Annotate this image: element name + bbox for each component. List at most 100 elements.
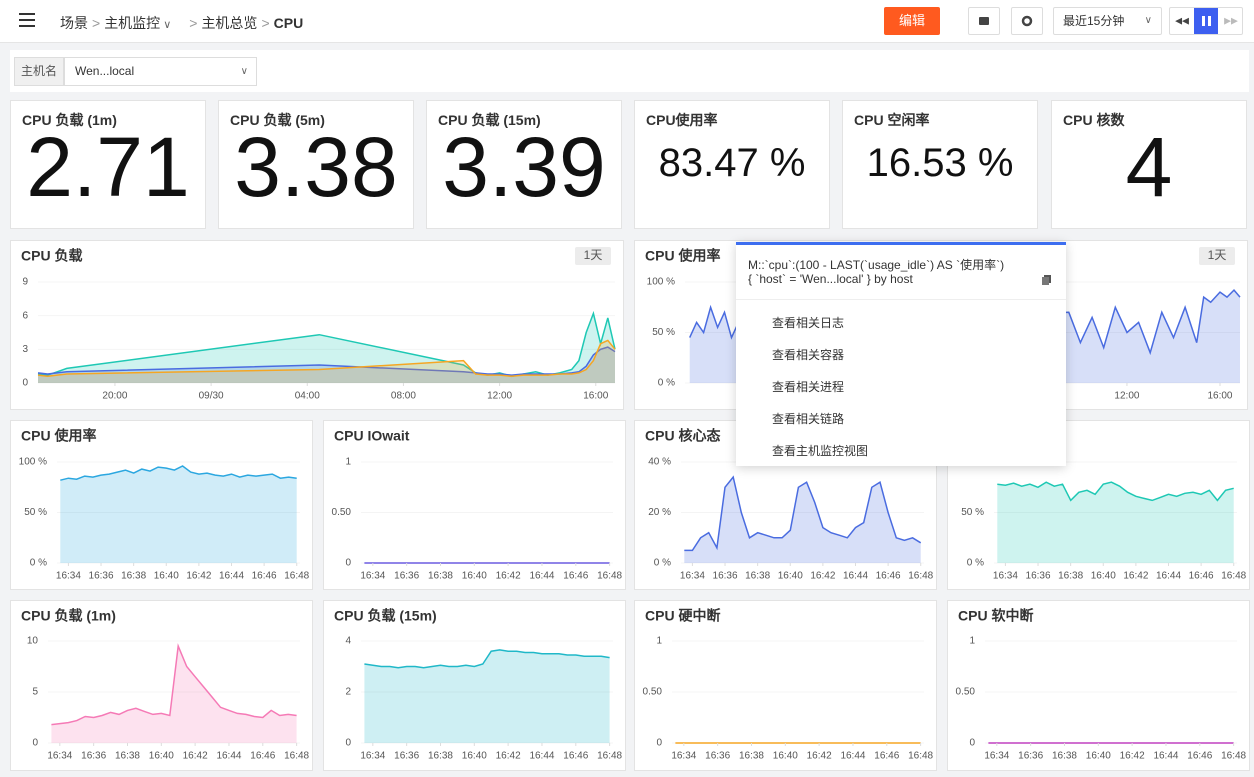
stat-value: 16.53 %	[866, 141, 1014, 185]
series-area	[997, 482, 1234, 563]
menu-item[interactable]: 查看主机监控视图	[736, 439, 1066, 461]
crumb[interactable]: 主机监控	[104, 15, 161, 31]
series-line	[689, 288, 1241, 356]
x-tick-label: 16:34	[680, 571, 705, 582]
time-badge[interactable]: 1天	[584, 248, 603, 262]
time-select[interactable]: 最近15分钟 ∨	[1053, 7, 1162, 35]
y-tick-label: 0	[656, 738, 662, 749]
x-tick-label: 09/30	[199, 391, 224, 402]
y-tick-label: 50 %	[652, 327, 675, 338]
stat-card: CPU 空闲率 16.53 %	[842, 100, 1038, 229]
x-tick-label: 16:36	[713, 571, 738, 582]
x-tick-label: 16:34	[360, 751, 385, 762]
edit-button[interactable]: 编辑	[884, 7, 940, 35]
y-tick-label: 50 %	[961, 507, 984, 518]
menu-icon[interactable]	[19, 13, 35, 27]
top-bar: 场景 > 主机监控 ∨ > 主机总览 > CPU 编辑 最近15分钟 ∨ ◀◀ ▶▶	[0, 0, 1254, 43]
menu-item[interactable]: 查看相关容器	[736, 343, 1066, 365]
x-tick-label: 16:48	[284, 751, 309, 762]
badge-bg	[1199, 247, 1235, 265]
host-select[interactable]: Wen...local ∨	[64, 57, 257, 86]
panel	[634, 600, 937, 771]
stat-value: 3.38	[234, 120, 398, 214]
panel-title: CPU 硬中断	[645, 608, 720, 624]
y-tick-label: 0.50	[643, 687, 663, 698]
x-tick-label: 16:40	[1091, 571, 1116, 582]
x-tick-label: 16:48	[1221, 751, 1246, 762]
series-line	[51, 643, 297, 726]
time-badge[interactable]: 1天	[1208, 248, 1227, 262]
x-tick-label: 16:44	[840, 751, 865, 762]
y-tick-label: 0.50	[956, 687, 976, 698]
panel	[323, 420, 626, 590]
time-range: 最近15分钟	[1063, 14, 1125, 28]
menu-item[interactable]: 查看相关日志	[736, 311, 1066, 333]
x-tick-label: 16:46	[1187, 751, 1212, 762]
x-tick-label: 16:38	[739, 751, 764, 762]
stat-card: CPU 核数 4	[1051, 100, 1247, 229]
y-tick-label: 40 %	[648, 457, 671, 468]
host-value: Wen...local	[75, 64, 135, 78]
y-tick-label: 0 %	[658, 378, 675, 389]
filter-bar: 主机名 Wen...local ∨	[10, 50, 1249, 92]
panel	[10, 600, 313, 771]
x-tick-label: 16:42	[807, 751, 832, 762]
playback[interactable]: ◀◀ ▶▶	[1169, 7, 1243, 35]
panel-title: CPU 核心态	[645, 428, 720, 444]
stat-title: CPU 核数	[1063, 112, 1125, 128]
x-tick-label: 16:34	[360, 571, 385, 582]
x-tick-label: 16:44	[219, 571, 244, 582]
x-tick-label: 16:46	[563, 751, 588, 762]
crumb[interactable]: 主机总览	[201, 15, 258, 31]
x-tick-label: 16:34	[56, 571, 81, 582]
x-tick-label: 16:38	[121, 571, 146, 582]
x-tick-label: 16:42	[496, 571, 521, 582]
svg-text:▶▶: ▶▶	[1224, 15, 1238, 25]
x-tick-label: 16:40	[778, 571, 803, 582]
y-tick-label: 0 %	[967, 558, 984, 569]
x-tick-label: 16:44	[1153, 751, 1178, 762]
query: M::`cpu`:(100 - LAST(`usage_idle`) AS `使…	[748, 258, 1004, 286]
x-tick-label: 16:40	[462, 751, 487, 762]
menu-label: 查看相关进程	[772, 380, 845, 394]
query-line: M::`cpu`:(100 - LAST(`usage_idle`) AS `使…	[748, 258, 1005, 272]
x-tick-label: 16:00	[1207, 391, 1232, 402]
y-tick-label: 0	[345, 738, 351, 749]
x-tick-label: 16:42	[1120, 751, 1145, 762]
x-tick-label: 12:00	[1114, 391, 1139, 402]
series-area	[51, 646, 297, 743]
settings-button[interactable]	[1011, 7, 1043, 35]
stat-card: CPU使用率 83.47 %	[634, 100, 830, 229]
x-tick-label: 04:00	[295, 391, 320, 402]
x-tick-label: 16:46	[563, 571, 588, 582]
series-line	[364, 649, 610, 669]
y-tick-label: 2	[345, 687, 351, 698]
x-tick-label: 16:46	[876, 571, 901, 582]
stat-title: CPU 负载 (15m)	[438, 112, 541, 128]
stat-title: CPU 空闲率	[854, 112, 930, 128]
menu-item[interactable]: 查看相关进程	[736, 375, 1066, 397]
y-tick-label: 0	[32, 738, 38, 749]
crumb[interactable]: 场景	[60, 15, 88, 31]
copy-icon[interactable]	[1041, 274, 1053, 286]
x-tick-label: 16:38	[1058, 571, 1083, 582]
x-tick-label: 16:44	[216, 751, 241, 762]
stat-value: 4	[1125, 120, 1173, 214]
x-tick-label: 16:36	[394, 571, 419, 582]
y-tick-label: 1	[345, 457, 351, 468]
x-tick-label: 16:46	[252, 571, 277, 582]
x-tick-label: 16:48	[1221, 571, 1246, 582]
y-tick-label: 0	[22, 378, 28, 389]
menu-item[interactable]: 查看相关链路	[736, 407, 1066, 429]
y-tick-label: 50 %	[24, 507, 47, 518]
panel-title: CPU 负载 (15m)	[334, 608, 437, 624]
panel	[10, 240, 624, 410]
panel	[323, 600, 626, 771]
stat-card: CPU 负载 (5m) 3.38	[218, 100, 414, 229]
panel-title: CPU 使用率	[645, 248, 720, 264]
x-tick-label: 16:34	[47, 751, 72, 762]
x-tick-label: 16:42	[186, 571, 211, 582]
panel-title: CPU 负载	[21, 248, 82, 264]
tv-button[interactable]	[968, 7, 1000, 35]
y-tick-label: 1	[656, 636, 662, 647]
